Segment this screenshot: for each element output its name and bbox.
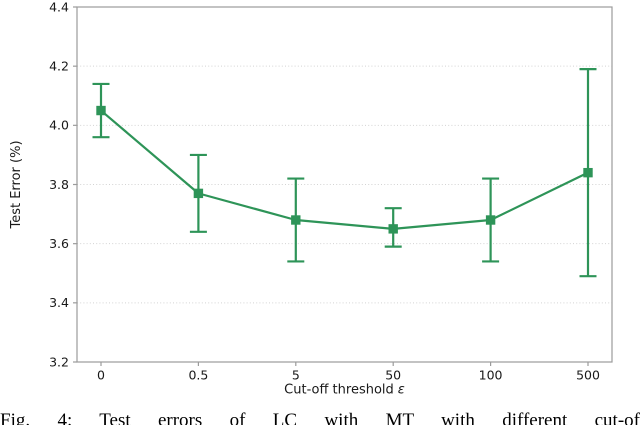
y-tick-label: 4.4 [49,0,69,14]
x-tick-label: 500 [576,368,600,383]
data-point-marker [583,167,593,178]
y-tick-label: 3.2 [49,354,69,369]
y-tick-label: 4.2 [49,59,69,74]
x-tick-label: 100 [479,368,503,383]
y-axis-label: Test Error (%) [9,140,24,229]
x-tick-label: 5 [292,368,300,383]
data-point-marker [388,224,398,234]
series-line [100,109,589,230]
data-point-marker [96,105,106,116]
chart-svg: 3.2 3.4 3.6 3.8 4.0 4.2 4.4 0 0.5 5 50 100 500 Cut-of… [9,0,613,398]
figure-caption: Fig. 4: Test errors of LC with MT with d… [0,410,640,425]
data-point-marker [485,215,496,225]
y-tick-label: 3.8 [49,177,69,192]
y-tick-label: 4.0 [49,118,69,133]
data-point-marker [291,215,301,225]
x-tick-label: 0 [97,368,105,383]
x-tick-label: 0.5 [188,368,208,383]
x-axis-label: Cut-off threshold ε [284,383,405,398]
data-point-marker [193,188,204,199]
x-tick-label: 50 [385,368,401,383]
y-tick-label: 3.6 [49,236,69,251]
y-tick-label: 3.4 [49,295,69,310]
